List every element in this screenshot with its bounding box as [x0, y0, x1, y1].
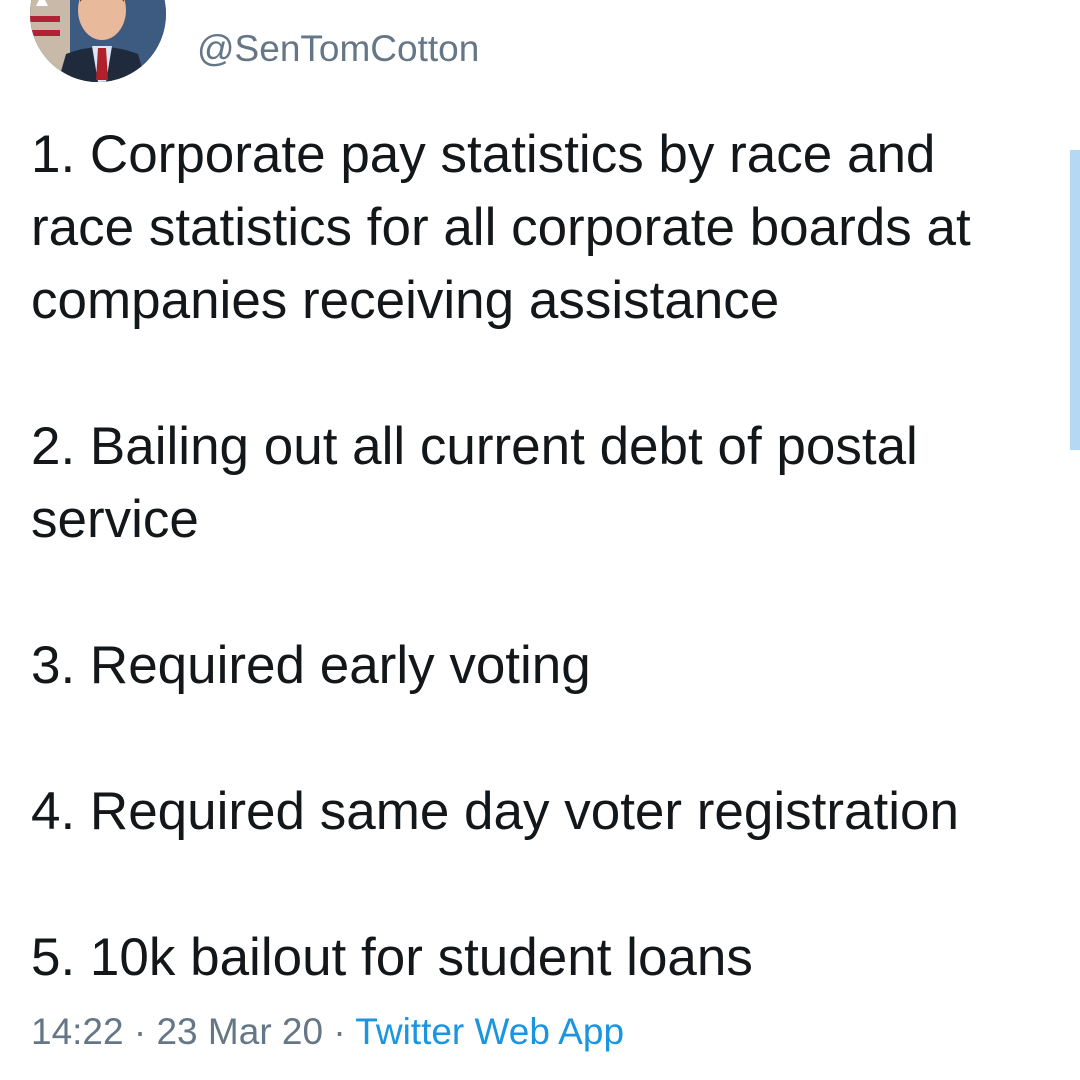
tweet-list-item: 4. Required same day voter registration [31, 782, 959, 841]
author-handle[interactable]: @SenTomCotton [197, 28, 480, 69]
tweet-list-item: 1. Corporate pay statistics by race and … [31, 125, 971, 330]
tweet-meta: 14:22 · 23 Mar 20 · Twitter Web App [31, 1008, 624, 1056]
tweet-text: 1. Corporate pay statistics by race and … [31, 118, 1051, 994]
meta-separator: · [323, 1011, 356, 1052]
tweet-source-link[interactable]: Twitter Web App [355, 1011, 625, 1052]
scrollbar[interactable] [1070, 150, 1080, 450]
profile-photo-icon [30, 0, 166, 82]
meta-separator: · [123, 1011, 157, 1052]
avatar[interactable] [30, 0, 166, 82]
tweet-list-item: 3. Required early voting [31, 636, 591, 695]
tweet-list-item: 5. 10k bailout for student loans [31, 928, 753, 987]
tweet-list-item: 2. Bailing out all current debt of posta… [31, 417, 918, 549]
tweet-date: 23 Mar 20 [156, 1011, 324, 1052]
tweet-time: 14:22 [31, 1011, 124, 1052]
